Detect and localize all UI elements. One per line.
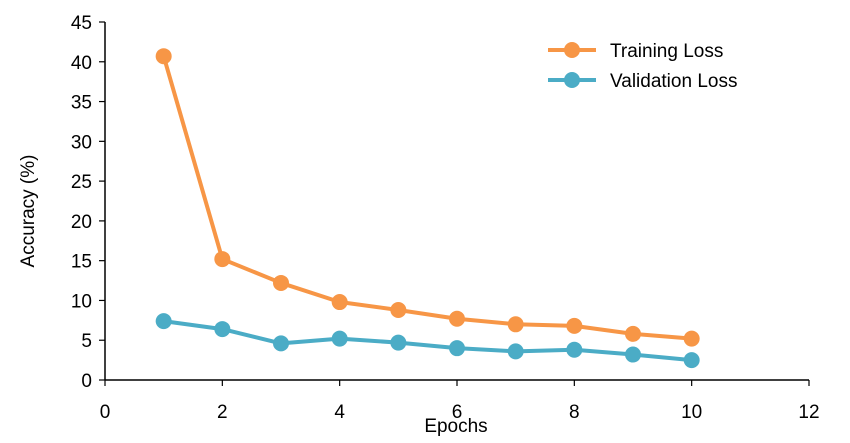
x-tick-label: 0 — [100, 402, 111, 423]
y-tick-label: 25 — [71, 172, 92, 193]
y-tick-label: 35 — [71, 93, 92, 114]
data-point — [155, 48, 172, 65]
data-point — [331, 294, 348, 311]
y-tick-label: 45 — [71, 13, 92, 34]
data-point — [273, 274, 289, 291]
axes: 0 5 10 15 20 25 30 35 40 45 0 2 4 6 8 10 12 — [71, 13, 820, 423]
data-point — [507, 316, 524, 333]
x-tick-label: 8 — [569, 402, 580, 423]
legend-marker — [564, 42, 580, 58]
x-tick-label: 4 — [334, 402, 345, 423]
data-point — [214, 321, 231, 338]
data-point — [625, 325, 641, 342]
series-line — [161, 54, 694, 341]
data-point — [155, 313, 172, 330]
data-point — [507, 343, 524, 360]
series-line — [161, 319, 694, 363]
data-point — [683, 330, 700, 347]
data-point — [449, 310, 465, 327]
legend-marker — [564, 72, 580, 88]
y-tick-label: 15 — [71, 252, 92, 273]
series-training-loss — [155, 48, 700, 347]
y-axis-title: Accuracy (%) — [18, 155, 39, 268]
legend-label: Training Loss — [610, 41, 723, 62]
y-tick-label: 40 — [71, 53, 92, 74]
y-tick-label: 10 — [71, 291, 92, 312]
data-point — [390, 334, 407, 351]
y-tick-label: 30 — [71, 132, 92, 153]
data-point — [214, 251, 231, 268]
data-point — [390, 301, 407, 318]
data-point — [566, 341, 583, 358]
data-point — [331, 330, 348, 347]
x-tick-label: 12 — [798, 402, 819, 423]
legend-item: Validation Loss — [548, 71, 737, 92]
data-point — [683, 352, 700, 369]
y-tick-label: 0 — [81, 371, 92, 392]
series-validation-loss — [155, 313, 700, 369]
legend: Training Loss Validation Loss — [548, 41, 737, 92]
x-tick-label: 6 — [452, 402, 463, 423]
x-tick-label: 10 — [681, 402, 702, 423]
data-point — [566, 317, 583, 334]
x-tick-label: 2 — [217, 402, 228, 423]
legend-item: Training Loss — [548, 41, 723, 62]
legend-label: Validation Loss — [610, 71, 737, 92]
y-tick-label: 5 — [81, 331, 92, 352]
y-tick-label: 20 — [71, 212, 92, 233]
series-layer — [155, 48, 700, 369]
data-point — [273, 335, 289, 352]
x-axis-title: Epochs — [424, 416, 487, 437]
data-point — [449, 340, 465, 357]
data-point — [625, 346, 641, 363]
